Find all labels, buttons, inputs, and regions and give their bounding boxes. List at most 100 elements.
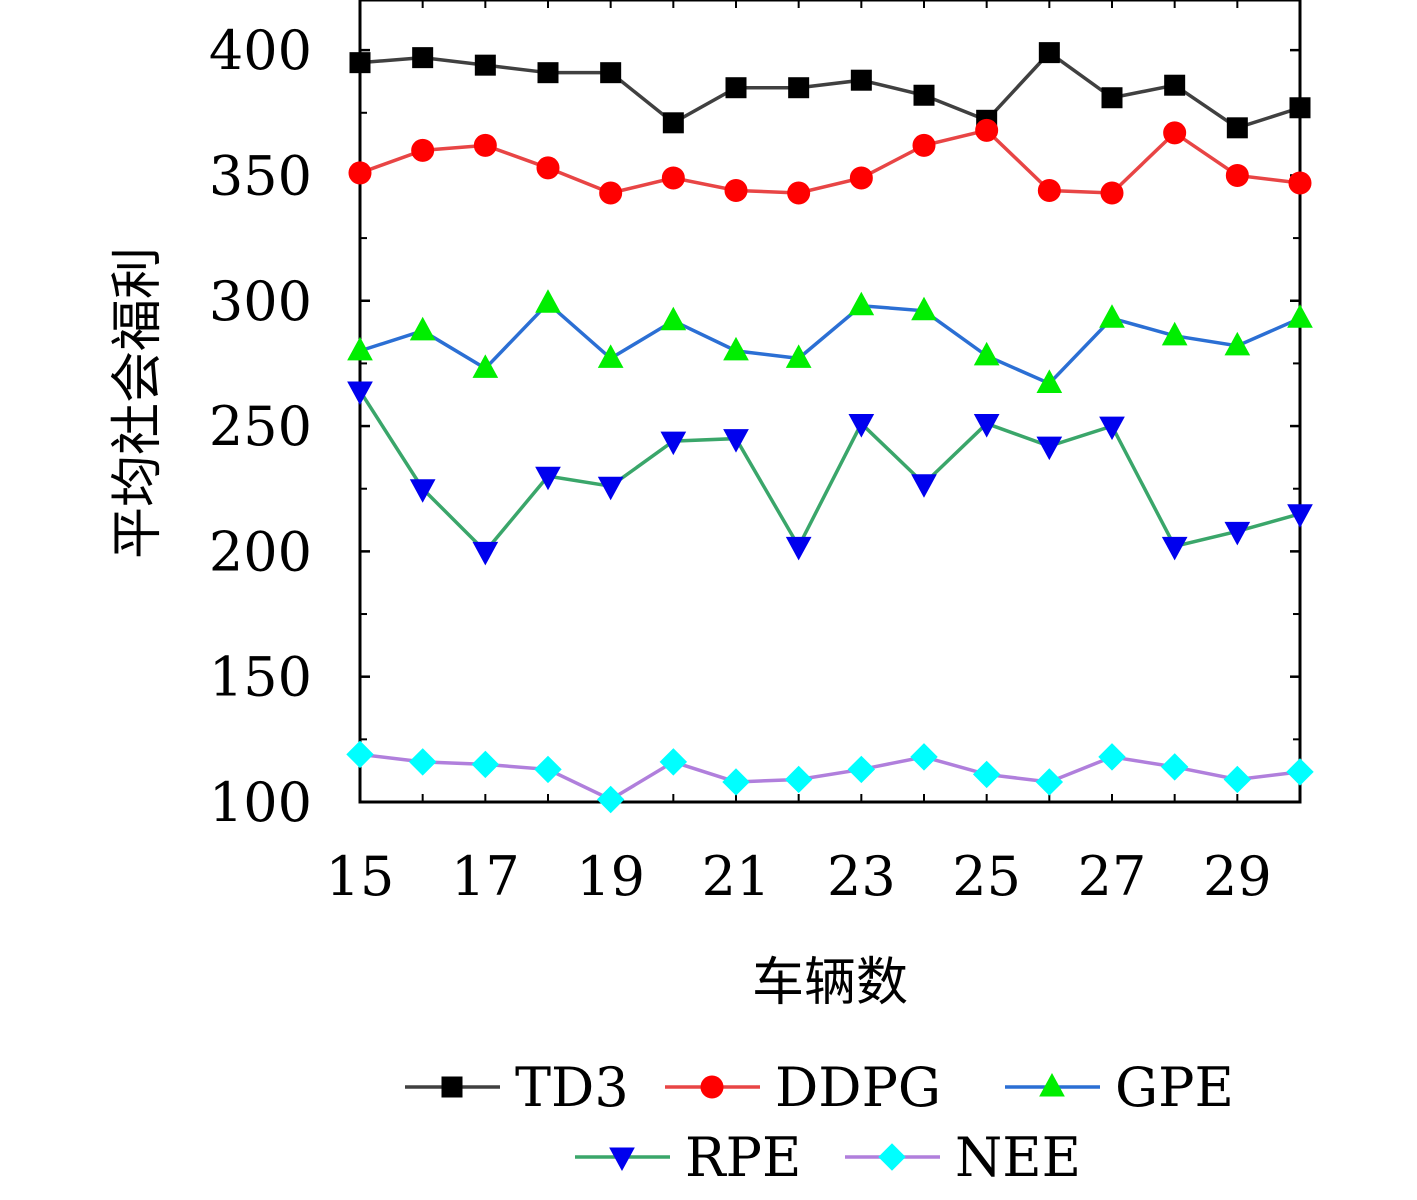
data-point-nee: [910, 743, 938, 771]
series-layer: [346, 42, 1314, 814]
legend-item-ddpg: DDPG: [665, 1056, 941, 1119]
series-line-ddpg: [359, 128, 1301, 195]
data-point-rpe: [597, 476, 624, 501]
data-point-ddpg: [849, 166, 873, 190]
data-point-gpe: [723, 336, 749, 361]
data-point-ddpg: [536, 156, 560, 180]
data-point-td3: [600, 62, 622, 84]
y-tick-label: 300: [209, 270, 312, 333]
data-point-gpe: [347, 336, 373, 361]
legend-label-nee: NEE: [955, 1126, 1081, 1189]
data-point-rpe: [1036, 436, 1063, 461]
y-tick-label: 200: [209, 520, 312, 583]
data-point-td3: [412, 47, 434, 69]
data-point-nee: [1098, 743, 1126, 771]
legend-marker-rpe: [609, 1147, 635, 1172]
data-point-rpe: [1099, 416, 1125, 441]
data-point-rpe: [660, 431, 687, 456]
legend-label-gpe: GPE: [1115, 1056, 1234, 1119]
plot-frame: [358, 0, 1302, 804]
data-point-td3: [1289, 97, 1311, 119]
x-tick-label: 29: [1203, 845, 1272, 908]
series-rpe: [347, 381, 1313, 566]
data-point-ddpg: [1225, 163, 1249, 187]
data-point-nee: [408, 748, 437, 776]
legend-marker-nee: [878, 1143, 906, 1171]
x-tick-label: 19: [576, 845, 645, 908]
data-point-rpe: [1224, 521, 1251, 546]
y-tick-label: 150: [209, 646, 312, 709]
data-point-ddpg: [1037, 178, 1061, 202]
data-point-nee: [1286, 758, 1314, 786]
legend-marker-td3: [441, 1076, 463, 1098]
data-point-rpe: [535, 466, 561, 491]
legend-item-nee: NEE: [845, 1126, 1081, 1189]
data-point-gpe: [472, 354, 499, 378]
x-axis-title: 车辆数: [752, 953, 908, 1013]
series-line-gpe: [359, 300, 1301, 386]
data-point-rpe: [911, 474, 937, 498]
data-point-gpe: [597, 344, 624, 368]
data-point-nee: [972, 760, 1001, 789]
y-tick-label: 100: [209, 771, 312, 834]
legend-label-ddpg: DDPG: [775, 1056, 941, 1119]
data-point-ddpg: [473, 133, 497, 157]
data-point-rpe: [1287, 504, 1313, 528]
plot-area: [358, 0, 1302, 804]
series-td3: [349, 42, 1311, 139]
data-point-ddpg: [975, 118, 999, 142]
y-tick-label: 250: [209, 395, 312, 458]
axes: 100 150 200 250 300 350 400 15 17 19 21 23 25 27 29: [209, 0, 1301, 908]
data-point-gpe: [1036, 369, 1063, 393]
series-ddpg: [348, 118, 1312, 205]
data-point-td3: [662, 112, 684, 134]
data-point-rpe: [973, 414, 1000, 438]
data-point-rpe: [785, 536, 812, 561]
data-point-nee: [596, 785, 625, 814]
legend: TD3 DDPG GPE RPE NEE: [405, 1056, 1234, 1189]
y-axis-title: 平均社会福利: [108, 247, 168, 559]
data-point-rpe: [472, 541, 499, 566]
data-point-gpe: [785, 344, 812, 368]
data-point-gpe: [409, 316, 436, 341]
data-point-ddpg: [348, 161, 372, 185]
data-point-nee: [1160, 753, 1189, 781]
data-point-gpe: [535, 289, 561, 313]
data-point-nee: [659, 748, 688, 776]
data-point-nee: [471, 750, 500, 779]
data-point-ddpg: [599, 181, 623, 205]
y-tick-label: 350: [209, 144, 312, 207]
x-tick-label: 21: [702, 845, 771, 908]
data-point-gpe: [1287, 304, 1313, 328]
data-point-td3: [1226, 117, 1248, 139]
data-point-ddpg: [724, 178, 748, 202]
data-point-td3: [913, 84, 935, 106]
data-point-nee: [847, 755, 876, 784]
data-point-ddpg: [912, 133, 936, 157]
data-point-rpe: [409, 479, 436, 503]
data-point-td3: [1164, 74, 1186, 96]
data-point-rpe: [723, 429, 749, 453]
data-point-ddpg: [787, 181, 811, 205]
data-point-nee: [1223, 765, 1252, 794]
data-point-ddpg: [1288, 171, 1312, 195]
data-point-nee: [534, 755, 562, 784]
legend-label-td3: TD3: [515, 1056, 629, 1119]
data-point-nee: [346, 740, 374, 769]
data-point-td3: [788, 77, 810, 99]
x-tick-label: 15: [326, 845, 395, 908]
data-point-gpe: [1099, 304, 1125, 328]
x-tick-label: 17: [451, 845, 520, 908]
data-point-rpe: [848, 414, 875, 438]
series-line-rpe: [358, 390, 1301, 554]
legend-marker-ddpg: [700, 1075, 724, 1099]
data-point-td3: [537, 62, 559, 84]
x-tick-label: 27: [1078, 845, 1147, 908]
series-gpe: [347, 289, 1313, 393]
data-point-rpe: [347, 381, 373, 406]
series-nee: [346, 740, 1314, 814]
x-tick-label: 25: [952, 845, 1021, 908]
legend-label-rpe: RPE: [685, 1126, 801, 1189]
data-point-ddpg: [411, 138, 435, 162]
